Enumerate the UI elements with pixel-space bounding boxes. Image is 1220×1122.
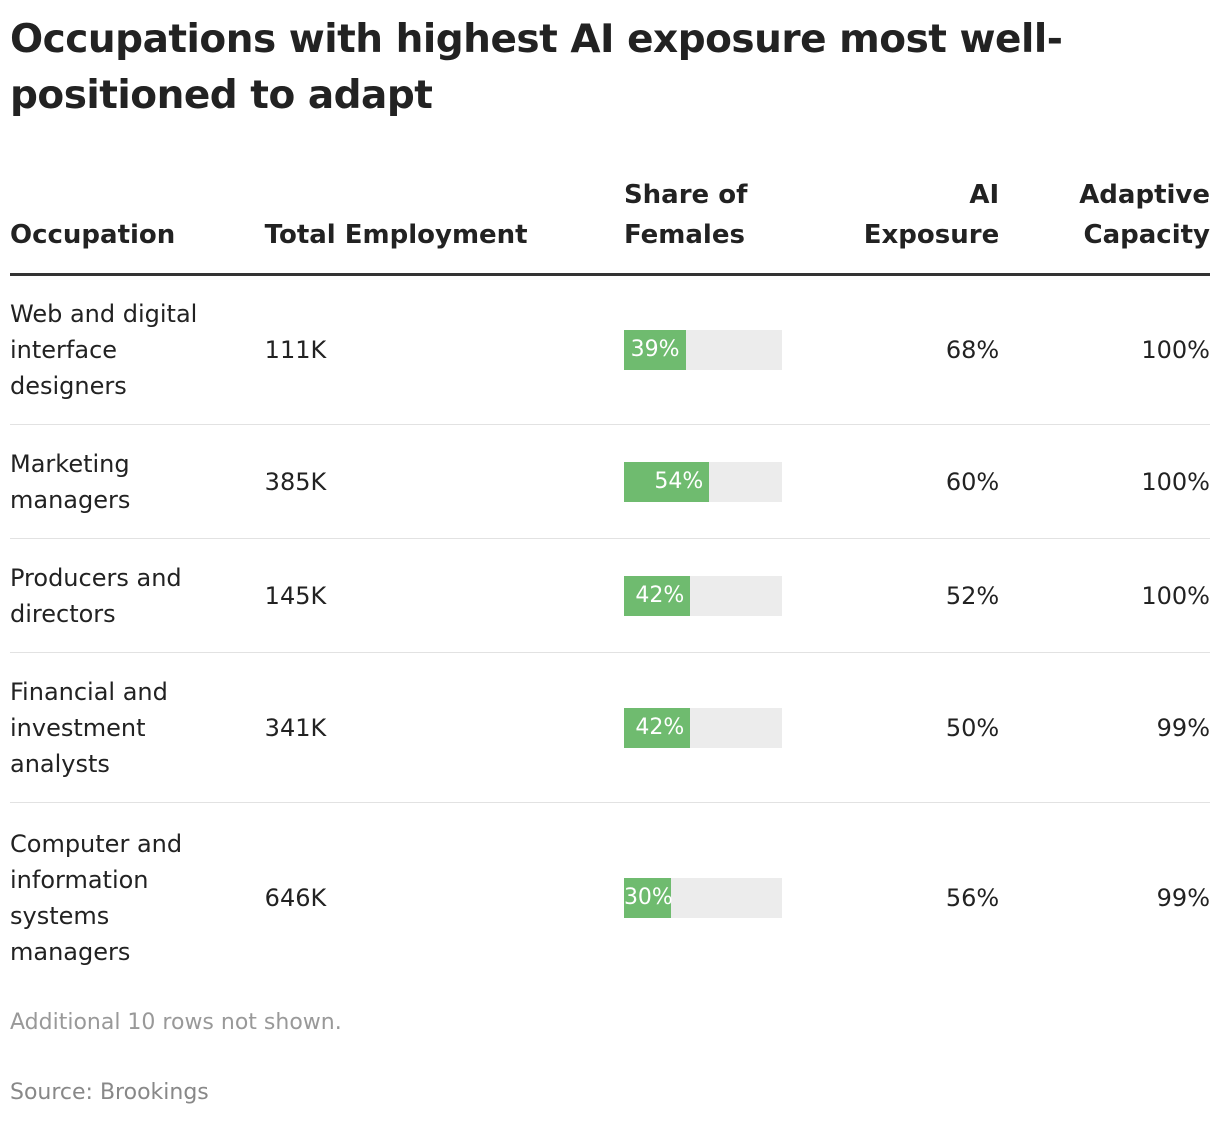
share-bar-fill (623, 707, 691, 748)
cell-employment: 646K (264, 883, 327, 912)
share-bar-track: 39% (623, 330, 782, 370)
cell-occupation: Financial and investment analysts (10, 652, 265, 803)
cell-adaptive-capacity: 100% (999, 274, 1210, 425)
cell-occupation: Computer and information systems manager… (10, 829, 183, 966)
cell-share-females: 30% (623, 803, 864, 993)
cell-occupation: Producers and directors (10, 538, 265, 653)
data-table: Occupation Total Employment Share of Fem… (10, 175, 1210, 993)
cell-share-females: 42% (623, 538, 864, 653)
table-row: Producers and directors 145K 42% 52% 100… (10, 538, 1210, 653)
share-bar-label: 39% (630, 337, 680, 362)
cell-ai-exposure: 50% (863, 652, 1000, 803)
cell-adaptive-capacity: 99% (1156, 883, 1210, 912)
cell-ai-exposure: 68% (863, 274, 1000, 425)
share-bar-fill (623, 330, 686, 370)
header-row: Occupation Total Employment Share of Fem… (10, 175, 1210, 276)
cell-occupation: Web and digital interface designers (10, 274, 265, 425)
cell-ai-exposure: 52% (863, 538, 1000, 653)
share-bar-label: 30% (623, 884, 673, 910)
share-bar-fill (623, 461, 710, 502)
table-row: Financial and investment analysts 341K 4… (10, 652, 1210, 803)
header-adaptive-capacity: Adaptive Capacity (999, 175, 1210, 276)
cell-ai-exposure: 60% (863, 424, 1000, 539)
table-row: Computer and information systems manager… (10, 803, 1210, 993)
share-bar-label: 42% (635, 582, 685, 608)
cell-share-females: 42% (623, 652, 864, 803)
cell-adaptive-capacity: 99% (999, 652, 1210, 803)
rows-not-shown-note: Additional 10 rows not shown. (10, 1010, 342, 1035)
share-bar-fill (623, 877, 672, 918)
cell-adaptive-capacity: 100% (999, 538, 1210, 653)
cell-share-females: 39% (623, 274, 864, 425)
cell-share-females: 54% (623, 424, 864, 539)
chart-title: Occupations with highest AI exposure mos… (10, 17, 1063, 118)
cell-employment: 385K (264, 424, 624, 539)
cell-employment: 111K (264, 274, 624, 425)
header-occupation: Occupation (10, 175, 265, 276)
cell-ai-exposure: 56% (945, 883, 1000, 912)
table-row: Web and digital interface designers 111K… (10, 274, 1210, 425)
cell-employment: 145K (264, 538, 624, 653)
share-bar-track: 42% (623, 707, 782, 748)
share-bar-label: 54% (654, 468, 704, 494)
share-bar-fill (623, 575, 691, 616)
header-ai-exposure: AI Exposure (863, 175, 999, 276)
share-bar-label: 42% (635, 714, 685, 740)
header-total-employment: Total Employment (264, 175, 624, 276)
share-bar-track: 54% (623, 461, 782, 502)
source-note: Source: Brookings (10, 1080, 209, 1105)
header-share-females: Share of Females (623, 175, 864, 276)
share-bar-track: 42% (623, 575, 782, 616)
cell-employment: 341K (264, 652, 624, 803)
share-bar-track: 30% (623, 877, 782, 918)
table-row: Marketing managers 385K 54% 60% 100% (10, 424, 1210, 539)
cell-adaptive-capacity: 100% (999, 424, 1210, 539)
cell-occupation: Marketing managers (10, 424, 265, 539)
